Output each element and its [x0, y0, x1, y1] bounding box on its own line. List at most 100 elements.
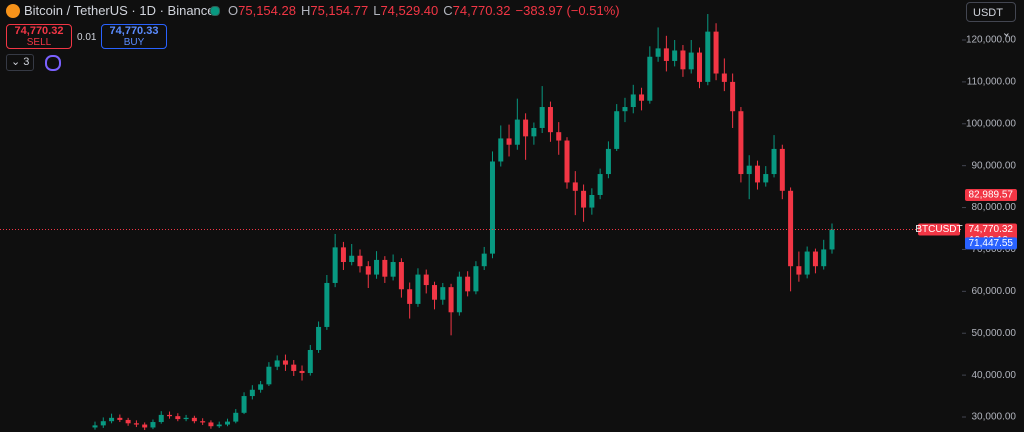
candle-body: [150, 422, 156, 428]
candle-body: [233, 412, 239, 422]
candle-body: [142, 424, 148, 428]
sync-icon[interactable]: [45, 55, 61, 71]
candle-body: [564, 140, 570, 183]
candle-body: [125, 419, 131, 424]
candle-body: [622, 107, 628, 112]
symbol-title[interactable]: Bitcoin / TetherUS · 1D · Binance: [24, 3, 215, 18]
y-tick-label: 60,000.00: [972, 286, 1017, 297]
candle-body: [514, 119, 520, 145]
candle-body: [208, 422, 214, 427]
buy-button[interactable]: 74,770.33 BUY: [101, 24, 167, 49]
y-tick-label: 110,000.00: [967, 77, 1017, 88]
candle-body: [117, 417, 123, 420]
ohlc-label: C: [443, 3, 453, 18]
buy-price: 74,770.33: [109, 25, 159, 37]
currency-select[interactable]: USDT ⌄: [966, 2, 1016, 39]
sell-price: 74,770.32: [14, 25, 64, 37]
candle-body: [175, 416, 181, 420]
candle-body: [697, 52, 703, 82]
candle-body: [547, 107, 553, 133]
candle-body: [448, 287, 454, 313]
sell-button[interactable]: 74,770.32 SELL: [6, 24, 72, 49]
candle-body: [374, 259, 380, 275]
sell-label: SELL: [26, 37, 52, 48]
indicators-count: 3: [23, 56, 30, 68]
candle-body: [630, 94, 636, 108]
candle-body: [440, 287, 446, 300]
candle-body: [258, 384, 264, 390]
candle-body: [282, 360, 288, 365]
candle-body: [241, 396, 247, 413]
y-tick-label: 100,000.00: [966, 118, 1016, 129]
candle-body: [473, 266, 479, 292]
candle-body: [531, 127, 537, 137]
candle-body: [821, 249, 827, 267]
candle-body: [730, 81, 736, 112]
candle-body: [266, 366, 272, 385]
candle-body: [672, 50, 678, 61]
candle-body: [605, 148, 611, 175]
candle-body: [407, 289, 413, 304]
candle-body: [506, 138, 512, 145]
marker-label: 82,989.57: [969, 190, 1014, 201]
currency: USDT: [973, 7, 1003, 19]
btc-icon: [6, 4, 20, 18]
candle-body: [382, 259, 388, 277]
candle-body: [332, 247, 338, 283]
candle-body: [581, 190, 587, 208]
ohlc-label: O: [228, 3, 239, 18]
ohlc-value: 75,154.77: [310, 3, 369, 18]
candle-body: [556, 132, 562, 141]
symbol-badge: BTCUSDT: [915, 224, 962, 235]
candle-body: [349, 255, 355, 263]
candle-body: [465, 276, 471, 292]
candle-body: [456, 276, 462, 313]
candle-body: [100, 421, 106, 426]
buy-label: BUY: [123, 37, 145, 48]
candle-body: [647, 56, 653, 101]
candle-body: [713, 31, 719, 74]
candle-body: [390, 262, 396, 277]
candle-body: [249, 389, 255, 397]
candle-body: [705, 31, 711, 82]
market-status[interactable]: [210, 6, 220, 16]
indicators-toggle[interactable]: ⌄ 3: [6, 54, 34, 71]
y-tick-label: 30,000.00: [972, 412, 1017, 423]
candle-body: [274, 360, 280, 367]
candle-body: [109, 417, 115, 422]
candle-body: [167, 414, 173, 417]
candle-body: [307, 349, 313, 374]
candle-body: [200, 421, 206, 423]
candle-body: [216, 424, 222, 427]
candle-body: [680, 50, 686, 70]
candle-body: [655, 48, 661, 57]
y-tick-label: 50,000.00: [972, 328, 1017, 339]
candle-body: [398, 262, 404, 290]
candle-body: [688, 52, 694, 70]
candle-body: [158, 414, 164, 423]
candle-body: [754, 165, 760, 183]
marker-badge: [965, 237, 1017, 250]
candle-body: [746, 165, 752, 175]
candle-body: [523, 119, 529, 137]
y-tick-label: 80,000.00: [972, 202, 1017, 213]
candle-body: [614, 111, 620, 149]
candle-body: [481, 253, 487, 267]
candle-body: [721, 73, 727, 82]
ohlc-label: L: [373, 3, 381, 18]
candle-body: [663, 48, 669, 61]
candle-body: [224, 421, 230, 425]
candle-body: [498, 138, 504, 162]
candle-body: [812, 251, 818, 267]
candle-body: [324, 282, 330, 327]
price-badge: 74,770.32: [969, 224, 1014, 235]
spread: 0.01: [77, 32, 97, 43]
ohlc-label: H: [300, 3, 311, 18]
candle-body: [133, 423, 139, 425]
ohlc-values: O75,154.28 H75,154.77 L74,529.40 C74,770.32…: [228, 3, 620, 18]
ohlc-value: 75,154.28: [238, 3, 296, 18]
candle-body: [316, 326, 322, 350]
candle-body: [299, 370, 305, 374]
y-tick-label: 70,000.00: [972, 244, 1017, 255]
